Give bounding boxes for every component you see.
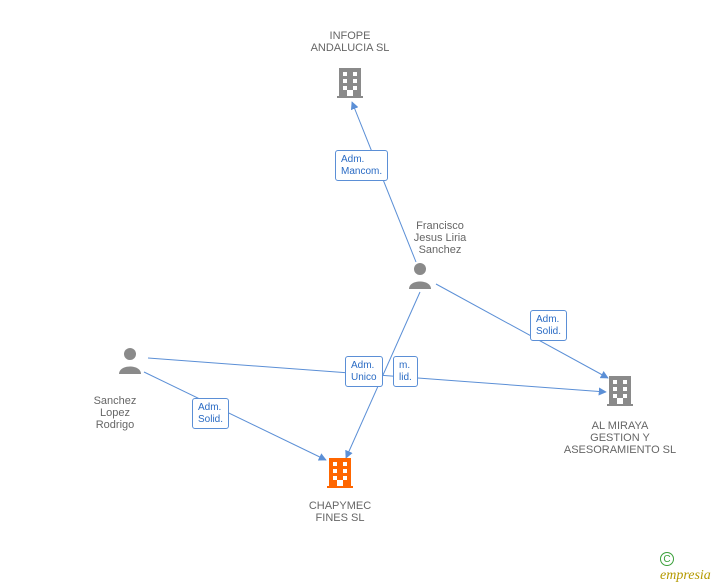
person-icon [407, 261, 433, 289]
person-icon [117, 346, 143, 374]
node-label: Sanchez Lopez Rodrigo [94, 395, 137, 431]
diagram-canvas: INFOPE ANDALUCIA SL Francisco Jesus Liri… [0, 0, 728, 575]
edge [436, 284, 608, 378]
node-label: CHAPYMEC FINES SL [309, 500, 371, 524]
watermark: Cempresia [660, 552, 728, 584]
person-icon [407, 261, 433, 294]
building-icon [605, 374, 635, 411]
edge [144, 372, 326, 460]
edge-label: Adm. Solid. [530, 310, 567, 341]
building-icon [335, 66, 365, 103]
copyright-mark-icon: C [660, 552, 674, 566]
edge-label: Adm. Solid. [192, 398, 229, 429]
node-label: Francisco Jesus Liria Sanchez [414, 220, 467, 256]
building-icon [335, 66, 365, 98]
watermark-text: mpresia [666, 568, 711, 583]
building-icon [325, 456, 355, 488]
node-label: INFOPE ANDALUCIA SL [311, 30, 390, 54]
person-icon [117, 346, 143, 379]
edge [352, 102, 416, 262]
edge-label: Adm. Mancom. [335, 150, 388, 181]
edge-label: m. lid. [393, 356, 418, 387]
edge-label: Adm. Unico [345, 356, 383, 387]
building-icon [605, 374, 635, 406]
building-icon [325, 456, 355, 493]
node-label: AL MIRAYA GESTION Y ASESORAMIENTO SL [564, 420, 676, 456]
